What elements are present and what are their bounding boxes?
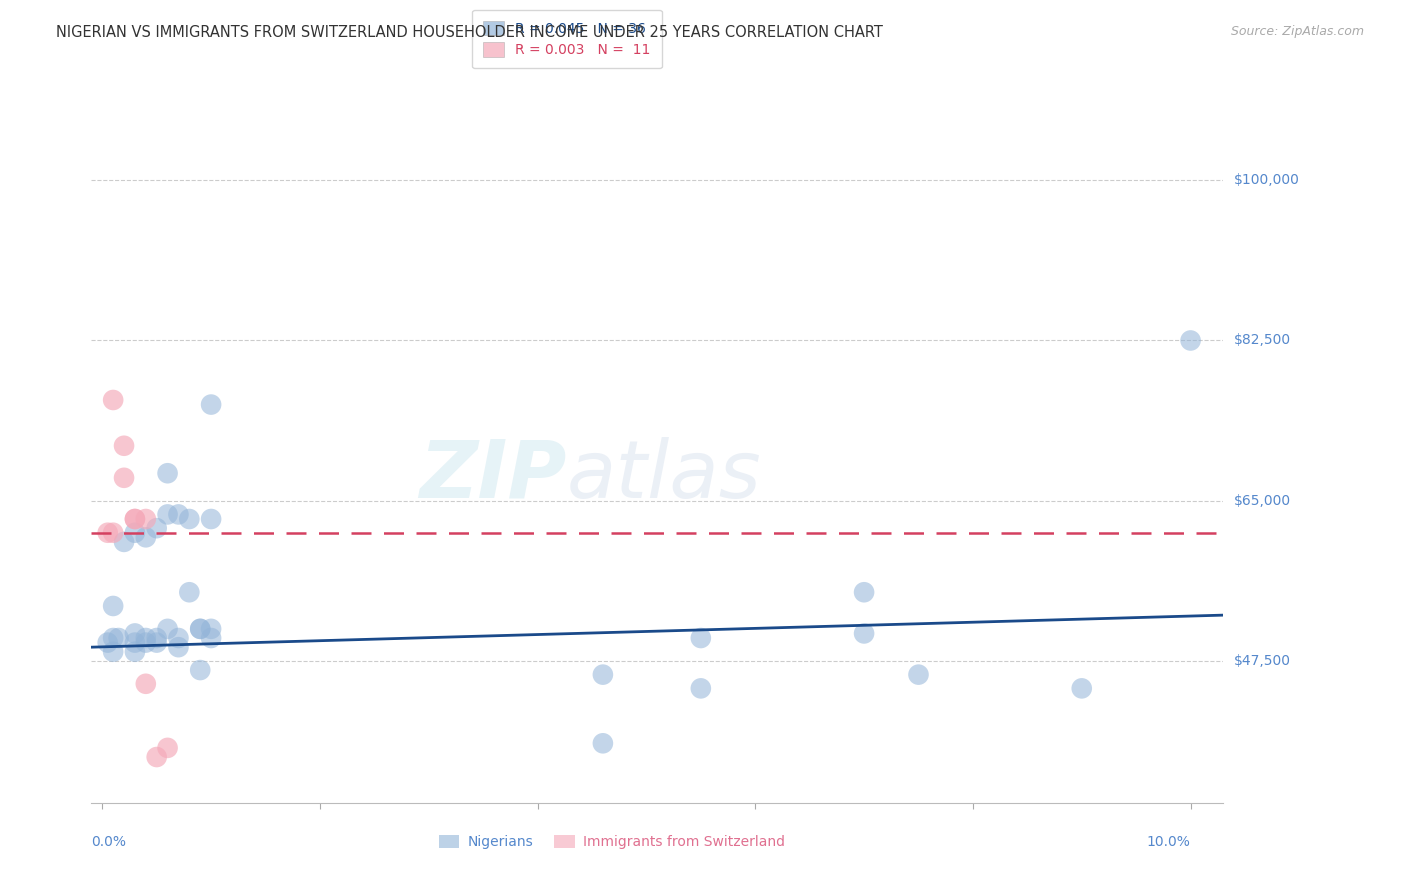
Point — [101, 525, 124, 540]
Point — [200, 398, 222, 412]
Text: $47,500: $47,500 — [1234, 654, 1291, 668]
Point — [124, 512, 146, 526]
Point — [135, 512, 157, 526]
Point — [101, 392, 124, 407]
Text: $65,000: $65,000 — [1234, 493, 1292, 508]
Point — [200, 512, 222, 526]
Point — [135, 631, 157, 645]
Point — [156, 622, 179, 636]
Point — [97, 525, 120, 540]
Legend: Nigerians, Immigrants from Switzerland: Nigerians, Immigrants from Switzerland — [433, 830, 792, 855]
Point — [124, 512, 146, 526]
Point — [124, 525, 146, 540]
Point — [1070, 681, 1092, 696]
Text: 0.0%: 0.0% — [91, 835, 127, 849]
Point — [145, 631, 167, 645]
Point — [101, 599, 124, 613]
Point — [167, 508, 190, 522]
Point — [179, 585, 201, 599]
Text: ZIP: ZIP — [419, 437, 567, 515]
Point — [200, 631, 222, 645]
Point — [135, 635, 157, 649]
Text: NIGERIAN VS IMMIGRANTS FROM SWITZERLAND HOUSEHOLDER INCOME UNDER 25 YEARS CORREL: NIGERIAN VS IMMIGRANTS FROM SWITZERLAND … — [56, 25, 883, 40]
Point — [592, 736, 614, 750]
Point — [135, 530, 157, 544]
Point — [907, 667, 929, 681]
Point — [156, 740, 179, 755]
Point — [179, 512, 201, 526]
Point — [1180, 334, 1202, 348]
Point — [112, 439, 135, 453]
Point — [145, 635, 167, 649]
Point — [689, 681, 711, 696]
Text: $82,500: $82,500 — [1234, 334, 1292, 348]
Point — [145, 750, 167, 764]
Point — [112, 471, 135, 485]
Point — [101, 631, 124, 645]
Point — [689, 631, 711, 645]
Point — [592, 667, 614, 681]
Point — [853, 585, 876, 599]
Point — [853, 626, 876, 640]
Point — [167, 640, 190, 655]
Point — [124, 645, 146, 659]
Point — [124, 635, 146, 649]
Text: atlas: atlas — [567, 437, 762, 515]
Point — [112, 534, 135, 549]
Point — [97, 635, 120, 649]
Point — [188, 622, 211, 636]
Point — [107, 631, 129, 645]
Point — [145, 521, 167, 535]
Text: $100,000: $100,000 — [1234, 173, 1301, 187]
Point — [156, 467, 179, 481]
Point — [135, 677, 157, 691]
Point — [188, 663, 211, 677]
Point — [200, 622, 222, 636]
Point — [156, 508, 179, 522]
Text: 10.0%: 10.0% — [1147, 835, 1191, 849]
Point — [188, 622, 211, 636]
Text: Source: ZipAtlas.com: Source: ZipAtlas.com — [1230, 25, 1364, 38]
Point — [124, 626, 146, 640]
Point — [167, 631, 190, 645]
Point — [101, 645, 124, 659]
